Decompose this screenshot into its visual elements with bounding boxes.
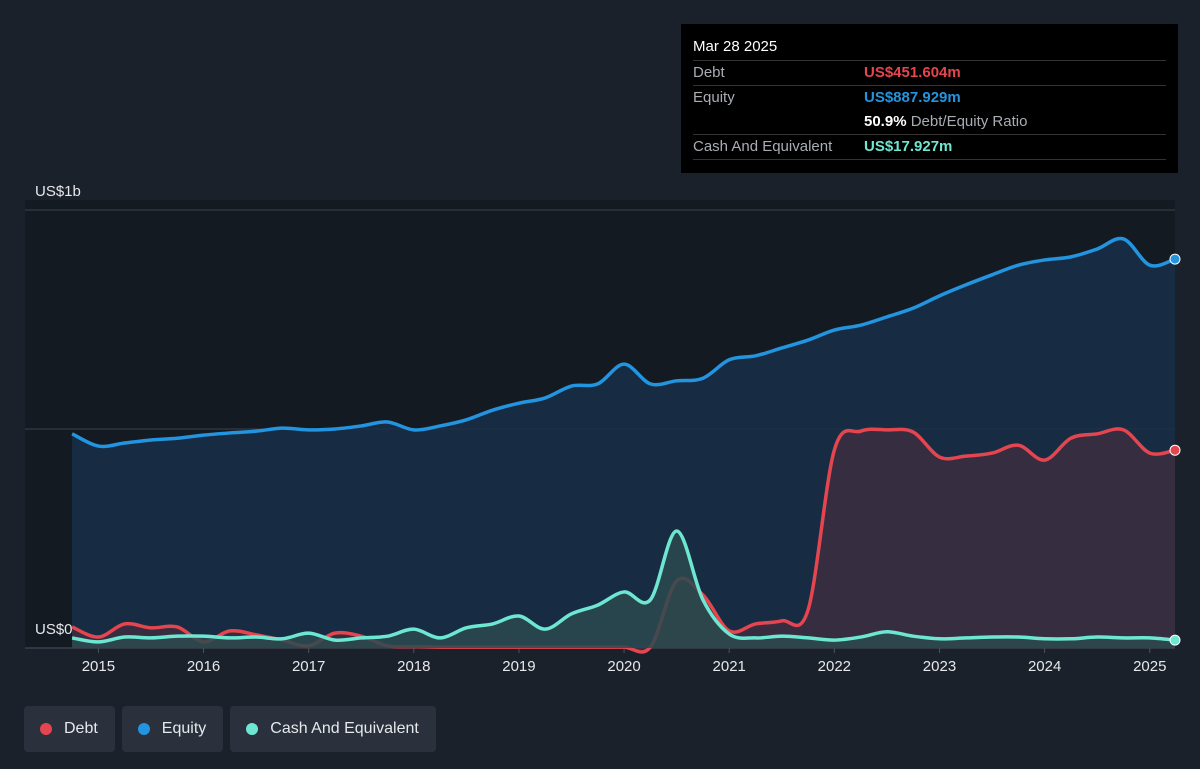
tooltip: Mar 28 2025 Debt US$451.604m Equity US$887… [681, 24, 1178, 173]
tooltip-value: US$887.929m [864, 89, 961, 106]
line [71, 529, 1176, 644]
x-tick-label: 2022 [818, 658, 851, 675]
legend-dot [40, 723, 52, 735]
x-tick-label: 2019 [502, 658, 535, 675]
tooltip-value: 50.9% [864, 113, 907, 130]
x-tick-label: 2020 [607, 658, 640, 675]
line [71, 236, 1176, 449]
end-dot [1169, 444, 1181, 456]
x-tick-label: 2016 [187, 658, 220, 675]
legend-item[interactable]: Debt [24, 706, 115, 752]
area [72, 428, 1175, 653]
line [71, 427, 1176, 654]
legend-label: Cash And Equivalent [270, 720, 419, 737]
tooltip-date: Mar 28 2025 [693, 38, 778, 55]
end-dot [1169, 253, 1181, 265]
tooltip-row: Equity US$887.929m [693, 85, 1166, 110]
x-tick-label: 2017 [292, 658, 325, 675]
x-tick-label: 2015 [82, 658, 115, 675]
legend-item[interactable]: Cash And Equivalent [230, 706, 436, 752]
legend: Debt Equity Cash And Equivalent [24, 706, 436, 752]
tooltip-row: Debt US$451.604m [693, 60, 1166, 85]
x-tick-label: 2023 [923, 658, 956, 675]
tooltip-label: Debt [693, 64, 725, 81]
y-tick-label: US$0 [35, 621, 73, 638]
y-tick-label: US$1b [35, 183, 81, 200]
tooltip-label: Cash And Equivalent [693, 138, 833, 155]
x-tick-label: 2021 [713, 658, 746, 675]
tooltip-value: US$17.927m [864, 138, 953, 155]
legend-dot [246, 723, 259, 735]
tooltip-label: Debt/Equity Ratio [910, 113, 1028, 130]
legend-label: Debt [64, 720, 98, 737]
legend-dot [137, 723, 150, 735]
tooltip-row: Cash And Equivalent US$17.927m [693, 134, 1166, 160]
tooltip-label: Equity [693, 89, 735, 106]
end-dot [1169, 634, 1181, 646]
x-tick-label: 2018 [397, 658, 430, 675]
x-tick-label: 2024 [1028, 658, 1061, 675]
tooltip-row: 50.9% Debt/Equity Ratio [693, 110, 1166, 134]
legend-item[interactable]: Equity [121, 706, 224, 752]
legend-label: Equity [161, 720, 207, 737]
x-tick-label: 2025 [1133, 658, 1166, 675]
tooltip-value: US$451.604m [864, 64, 961, 81]
